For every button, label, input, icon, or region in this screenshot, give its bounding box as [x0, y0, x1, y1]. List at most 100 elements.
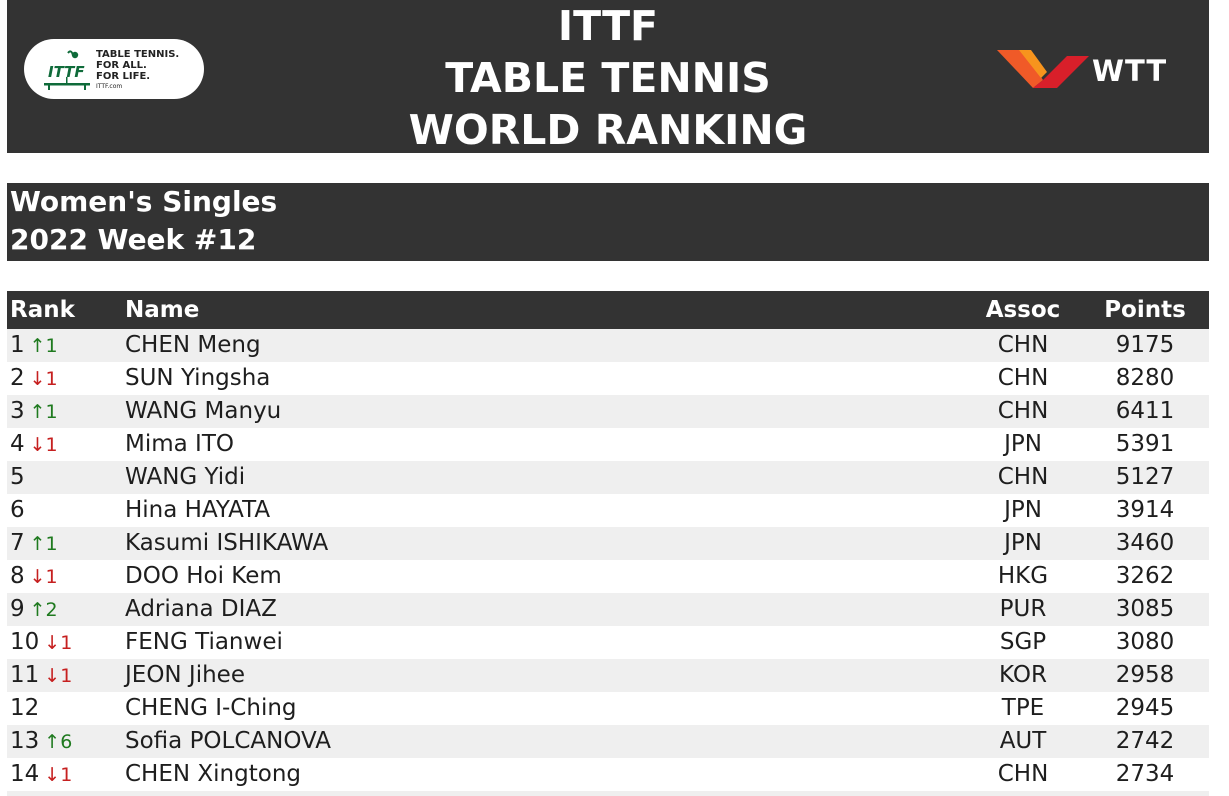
- rank-cell: 6: [10, 494, 30, 528]
- wtt-logo-text: WTT: [1092, 54, 1168, 88]
- points-value: 3085: [1115, 596, 1175, 622]
- rank-cell: 14 ↓1: [10, 758, 72, 792]
- points-value: 5391: [1115, 431, 1175, 457]
- rank-change: ↓1: [44, 665, 73, 687]
- points-value: 3460: [1115, 530, 1175, 556]
- assoc-code: TPE: [1001, 695, 1045, 721]
- column-header-points: Points: [1104, 297, 1186, 323]
- assoc-code: KOR: [999, 662, 1047, 688]
- table-row: 11 ↓1 JEON Jihee KOR 2958: [7, 659, 1209, 692]
- rank-value: 10: [10, 629, 40, 655]
- rank-cell: 7 ↑1: [10, 527, 58, 561]
- table-row: 13 ↑6 Sofia POLCANOVA AUT 2742: [7, 725, 1209, 758]
- points-value: 2742: [1115, 728, 1175, 754]
- player-name: WANG Yidi: [125, 464, 246, 490]
- ittf-table-tennis-logo-icon: ITTF: [44, 50, 90, 90]
- rank-value: 2: [10, 365, 25, 391]
- table-row: 6 Hina HAYATA JPN 3914: [7, 494, 1209, 527]
- column-header-rank: Rank: [10, 297, 75, 323]
- rank-value: 1: [10, 332, 25, 358]
- rank-change: ↑2: [29, 599, 58, 621]
- section-header: Women's Singles 2022 Week #12: [7, 183, 1209, 261]
- rank-value: 12: [10, 695, 40, 721]
- rank-change: ↓1: [44, 632, 73, 654]
- player-name: DOO Hoi Kem: [125, 563, 282, 589]
- player-name: FENG Tianwei: [125, 629, 283, 655]
- rank-change: ↑1: [29, 533, 58, 555]
- event-title: Women's Singles: [10, 185, 278, 218]
- rank-value: 6: [10, 497, 25, 523]
- table-row: 1 ↑1 CHEN Meng CHN 9175: [7, 329, 1209, 362]
- rank-value: 14: [10, 761, 40, 787]
- player-name: SUN Yingsha: [125, 365, 271, 391]
- rank-value: 9: [10, 596, 25, 622]
- player-name: Adriana DIAZ: [125, 596, 277, 622]
- rank-change: ↑6: [44, 731, 73, 753]
- ittf-logo: ITTF TABLE TENNIS. FOR ALL. FOR LIFE. IT…: [24, 39, 204, 99]
- rank-value: 11: [10, 662, 40, 688]
- rank-cell: 8 ↓1: [10, 560, 58, 594]
- rank-change: ↓1: [29, 368, 58, 390]
- banner-title-line-2: TABLE TENNIS: [445, 54, 771, 102]
- week-label: 2022 Week #12: [10, 223, 257, 256]
- rank-value: 4: [10, 431, 25, 457]
- rank-cell: 5: [10, 461, 30, 495]
- assoc-code: CHN: [997, 365, 1049, 391]
- banner-title-line-3: WORLD RANKING: [408, 106, 808, 154]
- rank-value: 7: [10, 530, 25, 556]
- rank-value: 8: [10, 563, 25, 589]
- rank-change: ↑1: [29, 335, 58, 357]
- table-row: 10 ↓1 FENG Tianwei SGP 3080: [7, 626, 1209, 659]
- assoc-code: AUT: [999, 728, 1047, 754]
- rank-cell: 3 ↑1: [10, 395, 58, 429]
- rank-cell: 9 ↑2: [10, 593, 58, 627]
- player-name: Sofia POLCANOVA: [125, 728, 332, 754]
- rank-change: ↑1: [29, 401, 58, 423]
- ranking-banner: ITTF TABLE TENNIS. FOR ALL. FOR LIFE. IT…: [7, 0, 1209, 154]
- banner-title-line-1: ITTF: [557, 2, 659, 50]
- assoc-code: CHN: [997, 332, 1049, 358]
- assoc-code: SGP: [999, 629, 1047, 655]
- player-name: CHEN Meng: [125, 332, 261, 358]
- ittf-tagline-line-1: TABLE TENNIS.: [96, 49, 180, 60]
- ittf-tagline-line-3: FOR LIFE.: [96, 71, 151, 82]
- player-name: Hina HAYATA: [125, 497, 271, 523]
- player-name: JEON Jihee: [125, 662, 245, 688]
- rank-cell: 1 ↑1: [10, 329, 58, 363]
- rank-cell: 2 ↓1: [10, 362, 58, 396]
- rank-change: ↓1: [29, 566, 58, 588]
- assoc-code: JPN: [1004, 530, 1042, 556]
- points-value: 8280: [1115, 365, 1175, 391]
- points-value: 3262: [1115, 563, 1175, 589]
- points-value: 2734: [1115, 761, 1175, 787]
- table-row: 2 ↓1 SUN Yingsha CHN 8280: [7, 362, 1209, 395]
- rank-value: 5: [10, 464, 25, 490]
- table-header: Rank Name Assoc Points: [7, 291, 1209, 329]
- points-value: 5127: [1115, 464, 1175, 490]
- points-value: 3080: [1115, 629, 1175, 655]
- assoc-code: CHN: [997, 464, 1049, 490]
- points-value: 6411: [1115, 398, 1175, 424]
- rank-cell: 12: [10, 692, 44, 726]
- wtt-logo-mark-icon: [997, 50, 1089, 88]
- assoc-code: CHN: [997, 398, 1049, 424]
- assoc-code: JPN: [1004, 497, 1042, 523]
- points-value: 2945: [1115, 695, 1175, 721]
- rank-cell: 10 ↓1: [10, 626, 72, 660]
- rank-change: ↓1: [29, 434, 58, 456]
- table-row: 3 ↑1 WANG Manyu CHN 6411: [7, 395, 1209, 428]
- table-row: 14 ↓1 CHEN Xingtong CHN 2734: [7, 758, 1209, 791]
- player-name: Kasumi ISHIKAWA: [125, 530, 329, 556]
- player-name: WANG Manyu: [125, 398, 282, 424]
- column-header-name: Name: [125, 297, 200, 323]
- ittf-tagline-line-2: FOR ALL.: [96, 60, 147, 71]
- table-row: 7 ↑1 Kasumi ISHIKAWA JPN 3460: [7, 527, 1209, 560]
- rank-change: ↓1: [44, 764, 73, 786]
- rank-cell: 4 ↓1: [10, 428, 58, 462]
- player-name: CHEN Xingtong: [125, 761, 301, 787]
- ittf-site: ITTF.com: [96, 83, 123, 90]
- rank-value: 13: [10, 728, 40, 754]
- table-row: 9 ↑2 Adriana DIAZ PUR 3085: [7, 593, 1209, 626]
- ittf-tagline: TABLE TENNIS. FOR ALL. FOR LIFE. ITTF.co…: [96, 49, 179, 91]
- table-row: 12 CHENG I-Ching TPE 2945: [7, 692, 1209, 725]
